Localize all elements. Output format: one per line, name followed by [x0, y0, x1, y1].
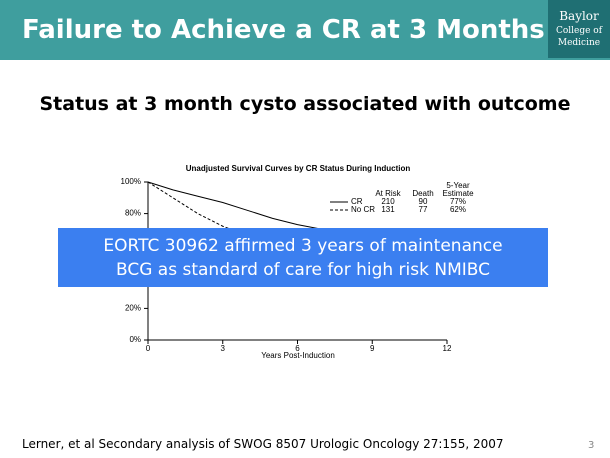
subtitle: Status at 3 month cysto associated with … — [39, 93, 570, 115]
logo-text: Medicine — [558, 38, 600, 48]
legend-cell: 131 — [381, 205, 395, 214]
legend-header: Estimate — [442, 189, 474, 198]
chart-title: Unadjusted Survival Curves by CR Status … — [186, 164, 411, 173]
x-tick-label: 6 — [295, 344, 300, 353]
y-tick-label: 80% — [125, 209, 141, 218]
y-tick-label: 100% — [121, 177, 141, 186]
logo-box — [548, 0, 610, 58]
header-bar — [0, 0, 610, 60]
legend-cell: 62% — [450, 205, 466, 214]
page-number: 3 — [588, 440, 594, 451]
legend-cell: 77 — [419, 205, 428, 214]
x-tick-label: 9 — [370, 344, 375, 353]
legend-header: Death — [412, 189, 433, 198]
x-axis-label: Years Post-Induction — [261, 351, 335, 360]
callout-text: BCG as standard of care for high risk NM… — [116, 260, 490, 280]
legend-name: No CR — [351, 205, 375, 214]
y-tick-label: 0% — [129, 335, 141, 344]
legend-name: CR — [351, 197, 363, 206]
x-tick-label: 12 — [443, 344, 452, 353]
callout-box — [58, 228, 548, 287]
citation: Lerner, et al Secondary analysis of SWOG… — [22, 437, 504, 451]
x-tick-label: 3 — [221, 344, 226, 353]
logo: Baylor College of Medicine — [556, 9, 603, 48]
logo-text: Baylor — [559, 9, 599, 23]
callout-text: EORTC 30962 affirmed 3 years of maintena… — [103, 236, 502, 256]
legend-header: 5-Year — [446, 181, 470, 190]
legend-cell: 210 — [381, 197, 395, 206]
logo-text: College of — [556, 26, 603, 36]
x-tick-label: 0 — [146, 344, 151, 353]
legend-cell: 90 — [419, 197, 428, 206]
y-tick-label: 20% — [125, 304, 141, 313]
legend-cell: 77% — [450, 197, 466, 206]
slide-title: Failure to Achieve a CR at 3 Months — [22, 15, 545, 45]
legend-header: At Risk — [375, 189, 401, 198]
